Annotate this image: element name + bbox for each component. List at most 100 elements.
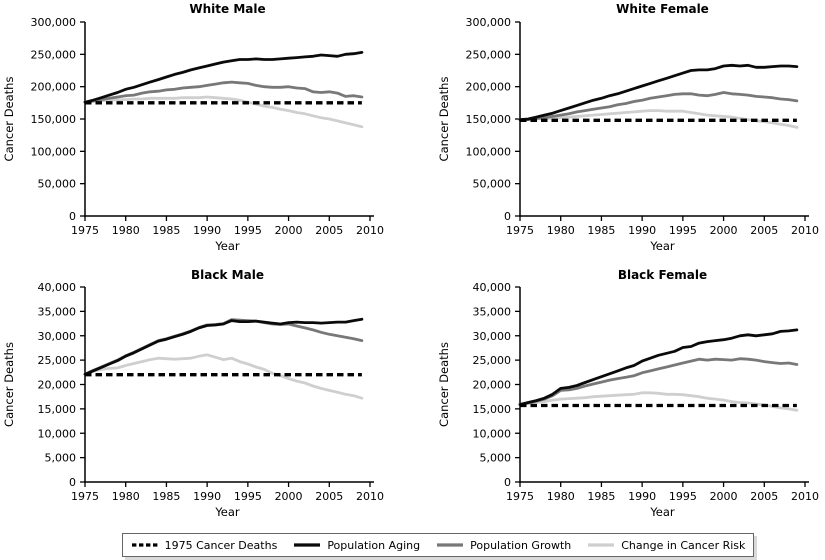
x-axis-title: Year bbox=[214, 505, 240, 519]
y-tick-label: 15,000 bbox=[473, 403, 512, 416]
plot-black-female: Black Female 0 5,000 10,000 15,000 20,000 25,0… bbox=[437, 268, 819, 519]
y-tick-label: 10,000 bbox=[38, 427, 77, 440]
y-tick-label: 300,000 bbox=[31, 16, 77, 29]
series-population-aging-line bbox=[518, 328, 799, 406]
series-population-growth-line bbox=[518, 357, 799, 406]
x-tick-label: 2010 bbox=[791, 224, 819, 237]
y-tick-label: 0 bbox=[69, 210, 76, 223]
chart-legend: 1975 Cancer Deaths Population Aging Popula… bbox=[122, 533, 754, 557]
y-tick-label: 15,000 bbox=[38, 403, 77, 416]
y-tick-label: 300,000 bbox=[466, 16, 512, 29]
x-axis-title: Year bbox=[649, 239, 675, 253]
legend-item-population-aging: Population Aging bbox=[293, 539, 420, 552]
x-tick-label: 2000 bbox=[275, 224, 303, 237]
series-change-in-cancer-risk-line bbox=[83, 95, 364, 129]
x-tick-label: 1990 bbox=[193, 490, 221, 503]
y-tick-label: 100,000 bbox=[466, 145, 512, 158]
charts-grid: White Male 0 50,000 100,000 150,000 200,000 25… bbox=[0, 0, 825, 526]
x-tick-label: 1985 bbox=[152, 224, 180, 237]
plot-black-male: Black Male 0 5,000 10,000 15,000 20,000 25,000… bbox=[2, 268, 384, 519]
x-tick-label: 1975 bbox=[71, 224, 99, 237]
x-tick-label: 1995 bbox=[234, 224, 262, 237]
y-axis-title: Cancer Deaths bbox=[437, 77, 451, 162]
x-tick-label: 1990 bbox=[628, 224, 656, 237]
legend-label: Change in Cancer Risk bbox=[621, 538, 746, 552]
series-change-in-cancer-risk-line bbox=[83, 353, 364, 400]
series-population-aging-line bbox=[83, 51, 364, 104]
legend-item-1975-cancer-deaths: 1975 Cancer Deaths bbox=[131, 538, 278, 552]
panel-title: White Female bbox=[616, 2, 709, 16]
x-tick-label: 2000 bbox=[275, 490, 303, 503]
y-tick-label: 20,000 bbox=[473, 379, 512, 392]
y-tick-label: 150,000 bbox=[466, 113, 512, 126]
panel-black-male: Black Male 0 5,000 10,000 15,000 20,000 25,000… bbox=[0, 260, 412, 526]
x-tick-label: 2010 bbox=[356, 490, 384, 503]
y-tick-label: 50,000 bbox=[473, 178, 512, 191]
y-axis-title: Cancer Deaths bbox=[2, 342, 16, 427]
legend-population-growth-line-icon bbox=[437, 543, 464, 547]
legend-population-aging-line-icon bbox=[294, 543, 321, 547]
x-tick-label: 1980 bbox=[112, 490, 140, 503]
x-axis-title: Year bbox=[214, 239, 240, 253]
y-tick-label: 35,000 bbox=[38, 305, 77, 318]
y-tick-label: 200,000 bbox=[466, 81, 512, 94]
legend-row: 1975 Cancer Deaths Population Aging Popula… bbox=[0, 526, 825, 560]
series-population-aging-line bbox=[83, 317, 364, 376]
x-tick-label: 1995 bbox=[669, 490, 697, 503]
series-change-in-cancer-risk-line bbox=[518, 391, 799, 412]
legend-label: Population Growth bbox=[470, 538, 572, 552]
x-tick-label: 1980 bbox=[547, 490, 575, 503]
x-tick-label: 2000 bbox=[710, 490, 738, 503]
x-tick-label: 1975 bbox=[71, 490, 99, 503]
legend-label: 1975 Cancer Deaths bbox=[164, 538, 278, 552]
y-tick-label: 20,000 bbox=[38, 379, 77, 392]
y-tick-label: 25,000 bbox=[38, 354, 77, 367]
y-tick-label: 100,000 bbox=[31, 145, 77, 158]
panel-title: Black Male bbox=[191, 268, 264, 282]
series-population-growth-line bbox=[83, 80, 364, 104]
y-tick-label: 0 bbox=[504, 210, 511, 223]
x-tick-label: 2005 bbox=[315, 490, 343, 503]
legend-item-change-in-cancer-risk: Change in Cancer Risk bbox=[587, 539, 745, 552]
legend-label: Population Aging bbox=[327, 538, 421, 552]
x-tick-label: 1995 bbox=[669, 224, 697, 237]
panel-black-female: Black Female 0 5,000 10,000 15,000 20,000 25,0… bbox=[412, 260, 825, 526]
y-tick-label: 25,000 bbox=[473, 354, 512, 367]
x-tick-label: 1990 bbox=[193, 224, 221, 237]
legend-item-population-growth: Population Growth bbox=[436, 539, 571, 552]
plot-white-female: White Female 0 50,000 100,000 150,000 200,000… bbox=[437, 2, 819, 253]
x-tick-label: 1980 bbox=[547, 224, 575, 237]
y-axis-title: Cancer Deaths bbox=[2, 77, 16, 162]
x-tick-label: 2005 bbox=[750, 224, 778, 237]
y-tick-label: 30,000 bbox=[38, 330, 77, 343]
x-tick-label: 1980 bbox=[112, 224, 140, 237]
y-tick-label: 0 bbox=[504, 476, 511, 489]
x-tick-label: 1985 bbox=[152, 490, 180, 503]
y-tick-label: 35,000 bbox=[473, 305, 512, 318]
panel-white-female: White Female 0 50,000 100,000 150,000 200,000… bbox=[412, 0, 825, 260]
y-tick-label: 30,000 bbox=[473, 330, 512, 343]
x-tick-label: 1985 bbox=[587, 490, 615, 503]
series-population-aging-line bbox=[518, 63, 799, 121]
x-tick-label: 2010 bbox=[356, 224, 384, 237]
y-tick-label: 10,000 bbox=[473, 427, 512, 440]
y-tick-label: 40,000 bbox=[473, 281, 512, 294]
y-tick-label: 5,000 bbox=[480, 452, 512, 465]
series-change-in-cancer-risk-line bbox=[518, 109, 799, 129]
x-tick-label: 1995 bbox=[234, 490, 262, 503]
y-tick-label: 250,000 bbox=[31, 48, 77, 61]
plot-white-male: White Male 0 50,000 100,000 150,000 200,000 25… bbox=[2, 2, 384, 253]
panel-title: White Male bbox=[189, 2, 265, 16]
x-tick-label: 1985 bbox=[587, 224, 615, 237]
x-tick-label: 1975 bbox=[506, 490, 534, 503]
x-axis-title: Year bbox=[649, 505, 675, 519]
y-tick-label: 40,000 bbox=[38, 281, 77, 294]
series-population-growth-line bbox=[518, 91, 799, 121]
legend-1975-cancer-deaths-line-icon bbox=[131, 543, 158, 547]
x-tick-label: 1990 bbox=[628, 490, 656, 503]
x-tick-label: 2005 bbox=[315, 224, 343, 237]
y-tick-label: 5,000 bbox=[45, 452, 77, 465]
panel-title: Black Female bbox=[618, 268, 707, 282]
y-tick-label: 250,000 bbox=[466, 48, 512, 61]
